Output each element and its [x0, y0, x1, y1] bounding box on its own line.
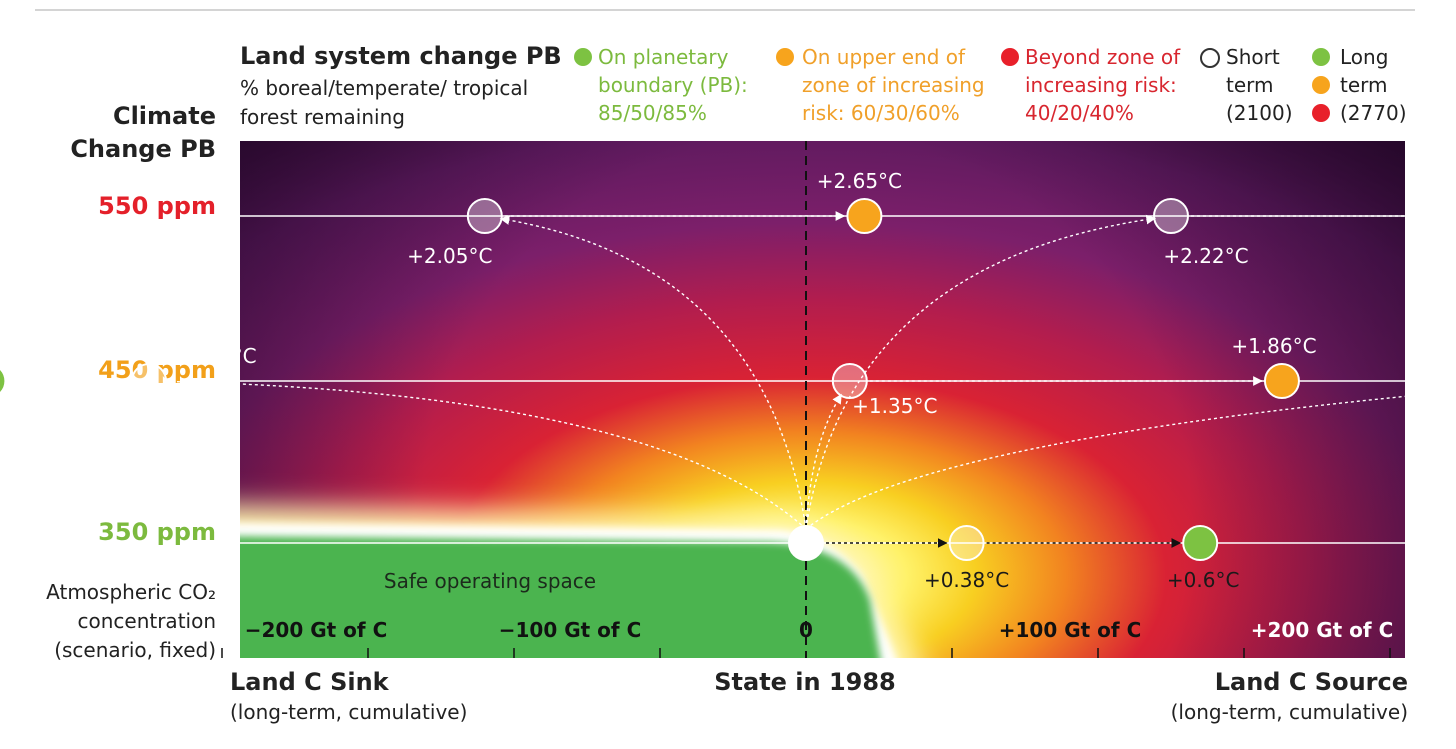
row-label-350: 350 ppm — [98, 518, 216, 546]
long-term-point-orange — [846, 198, 883, 234]
legend-on-boundary: On planetary boundary (PB): 85/50/85% — [598, 45, 748, 125]
land-c-sink-label: Land C Sink — [230, 668, 389, 696]
climate-change-title: Climate Change PB — [70, 102, 216, 163]
x-tick-label: −200 Gt of C — [245, 618, 388, 642]
short-term-point — [466, 198, 503, 234]
land-c-sink-sub: (long-term, cumulative) — [230, 700, 468, 724]
legend-long-orange-icon — [1312, 76, 1330, 94]
legend-long-term: Long term (2770) — [1340, 45, 1407, 125]
legend-short-term-circle-icon — [1200, 48, 1220, 68]
temp-label: +1.35°C — [852, 394, 937, 418]
transition-arrows — [7, 211, 1456, 548]
land-system-title: Land system change PB — [240, 42, 562, 70]
legend-long-green-icon — [1312, 48, 1330, 66]
legend-long-red-icon — [1312, 104, 1330, 122]
temp-label: +1.73°C — [0, 334, 34, 358]
temp-label: +2.65°C — [817, 169, 902, 193]
arrow-p550-s1 — [499, 215, 807, 530]
temp-label: +1.30°C — [171, 344, 256, 368]
temp-label: +0.38°C — [924, 568, 1009, 592]
top-rule — [35, 9, 1415, 11]
x-tick-label: −100 Gt of C — [499, 618, 642, 642]
short-term-point — [1153, 198, 1189, 234]
temp-label: +2.22°C — [1163, 244, 1248, 268]
land-system-subtitle: % boreal/temperate/ tropical forest rema… — [240, 76, 529, 129]
legend-upper-end: On upper end of zone of increasing risk:… — [802, 45, 985, 125]
legend-orange-dot-icon — [776, 48, 794, 66]
long-term-point-green — [0, 367, 7, 395]
arrow-p550-s2 — [805, 214, 1157, 530]
short-term-point — [948, 525, 985, 561]
legend-short-term: Short term (2100) — [1226, 45, 1293, 125]
land-c-source-sub: (long-term, cumulative) — [1170, 700, 1408, 724]
x-tick-label: +100 Gt of C — [999, 618, 1142, 642]
legend-red-dot-icon — [1001, 48, 1019, 66]
arrow-p450-s3 — [805, 390, 1456, 530]
x-tick-label: +200 Gt of C — [1251, 618, 1394, 642]
state-1988-point — [788, 525, 824, 561]
x-tick-label: 0 — [799, 618, 813, 642]
temp-label: +1.86°C — [1231, 334, 1316, 358]
scenario-points — [0, 198, 1300, 561]
long-term-point-green — [1182, 525, 1219, 561]
co2-axis-label: Atmospheric CO₂ concentration (scenario,… — [46, 580, 216, 662]
row-label-450: 450 ppm — [98, 356, 216, 384]
land-c-source-label: Land C Source — [1214, 668, 1408, 696]
safe-operating-space-label: Safe operating space — [384, 569, 596, 593]
temp-label: +2.05°C — [407, 244, 492, 268]
arrow-p450-s2 — [805, 393, 842, 530]
x-axis-tick-labels: −200 Gt of C −100 Gt of C 0 +100 Gt of C +20… — [245, 618, 1394, 642]
long-term-point-orange — [1263, 363, 1300, 399]
temp-label: +0.6°C — [1167, 568, 1240, 592]
state-1988-label: State in 1988 — [714, 668, 896, 696]
row-label-550: 550 ppm — [98, 192, 216, 220]
short-term-point — [831, 363, 868, 399]
arrow-p450-s1 — [164, 376, 807, 530]
legend-green-dot-icon — [574, 48, 592, 66]
background-gradient — [240, 141, 1405, 658]
short-term-point — [131, 363, 167, 399]
temperature-labels: +2.05°C+2.65°C+2.22°C+2.69°C+1.73°C+1.30… — [0, 169, 1317, 592]
legend-beyond: Beyond zone of increasing risk: 40/20/40… — [1025, 45, 1181, 125]
x-axis-ticks — [221, 648, 1391, 658]
